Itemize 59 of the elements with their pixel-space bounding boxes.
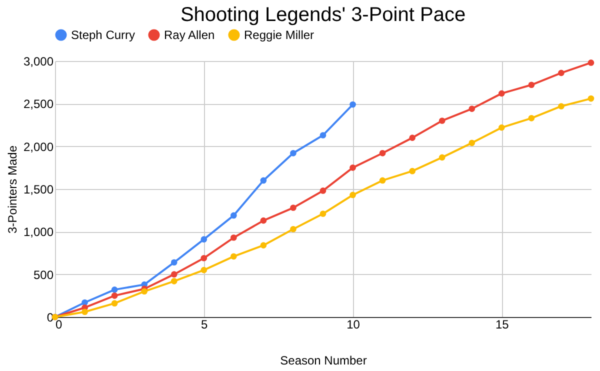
x-tick-label: 15 (495, 318, 510, 332)
point (290, 226, 296, 232)
point (320, 188, 326, 194)
point (320, 210, 326, 217)
point (170, 278, 178, 284)
point (350, 164, 356, 171)
point (290, 204, 296, 211)
point (320, 132, 326, 138)
point (260, 217, 267, 224)
point (82, 299, 88, 306)
point (468, 106, 476, 112)
point (409, 134, 416, 141)
point (82, 308, 88, 316)
point (111, 292, 118, 299)
point (498, 124, 505, 131)
y-tick-label: 2,000 (23, 140, 54, 154)
y-tick-label: 1,500 (23, 182, 54, 196)
y-tick-label: 500 (33, 268, 54, 282)
point (588, 60, 594, 66)
point (588, 95, 594, 102)
point (230, 234, 237, 241)
legend-label: Reggie Miller (244, 28, 314, 42)
y-axis-title: 3-Pointers Made (5, 145, 20, 234)
point (200, 254, 208, 262)
point (350, 101, 356, 108)
point (260, 177, 267, 184)
y-tick-label: 1,000 (23, 225, 54, 240)
point (230, 253, 237, 260)
x-tick-label: 5 (201, 318, 208, 332)
point (438, 154, 446, 161)
point (290, 150, 296, 156)
point (438, 118, 446, 124)
point (528, 82, 535, 88)
point (111, 286, 118, 293)
point (200, 236, 208, 242)
point (558, 70, 564, 76)
point (379, 177, 386, 184)
legend-label: Ray Allen (164, 28, 215, 42)
point (170, 259, 178, 266)
y-tick-label: 2,500 (23, 97, 54, 112)
point (558, 103, 564, 110)
point (379, 150, 386, 156)
point (111, 300, 118, 306)
point (409, 168, 416, 174)
x-tick-label: 10 (346, 318, 360, 332)
point (170, 271, 178, 278)
point (141, 288, 148, 295)
point (528, 115, 535, 122)
point (350, 192, 356, 198)
y-tick-label: 3,000 (23, 54, 54, 68)
legend-label: Steph Curry (71, 28, 136, 42)
chart-title: Shooting Legends' 3-Point Pace (180, 4, 466, 26)
point (230, 212, 237, 219)
x-axis-title: Season Number (280, 354, 367, 368)
point (498, 90, 505, 97)
point (200, 266, 208, 274)
point (468, 140, 476, 146)
point (260, 242, 267, 248)
x-tick-label: 0 (56, 318, 62, 332)
